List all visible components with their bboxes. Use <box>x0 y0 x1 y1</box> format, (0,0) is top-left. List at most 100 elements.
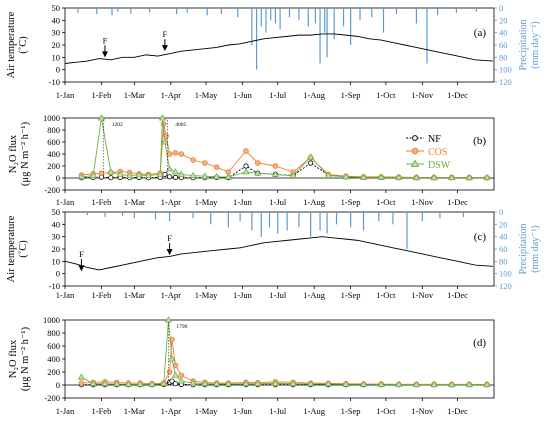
marker-DSW <box>101 379 109 387</box>
fertilization-arrow <box>78 265 85 272</box>
y2-tick-label: 60 <box>499 244 508 254</box>
x-tick-label: 1-Aug <box>303 90 325 100</box>
x-tick-label: 1-Sep <box>341 197 361 207</box>
x-tick-label: 1-Mar <box>124 197 145 207</box>
marker-COS <box>178 151 185 157</box>
marker-DSW <box>242 168 250 175</box>
y2-tick-label: 40 <box>499 232 508 242</box>
y-tick-label: 30 <box>52 28 61 38</box>
marker-DSW <box>465 380 474 388</box>
marker-DSW <box>224 173 233 180</box>
y-tick-label: -200 <box>44 185 60 195</box>
y2-tick-label: 80 <box>499 52 508 62</box>
fertilization-label: F <box>79 249 84 259</box>
marker-DSW <box>395 173 403 180</box>
fertilization-label: F <box>167 233 172 243</box>
marker-DSW <box>306 380 315 387</box>
marker-COS <box>172 150 179 156</box>
marker-NF <box>169 378 175 384</box>
y-axis-label-line1: N₂O flux <box>8 134 19 173</box>
marker-DSW <box>289 171 297 178</box>
y2-tick-label: 20 <box>499 15 508 25</box>
marker-DSW <box>89 171 97 178</box>
y2-tick-label: 120 <box>499 77 512 87</box>
legend-label-NF: NF <box>428 134 441 145</box>
marker-DSW <box>306 153 315 160</box>
y-axis-label: N₂O flux(μg N m⁻² h⁻¹) <box>8 121 31 186</box>
x-tick-label: 1-Dec <box>447 197 468 207</box>
temperature-line <box>64 236 493 271</box>
marker-DSW <box>107 168 115 175</box>
x-tick-label: 1-Jan <box>56 90 75 100</box>
y-tick-label: 50 <box>52 207 61 217</box>
x-tick-label: 1-Oct <box>376 406 396 416</box>
marker-DSW <box>224 380 233 387</box>
y2-tick-label: 20 <box>499 219 508 229</box>
y-axis-label-line2: (μg N m⁻² h⁻¹) <box>20 121 31 186</box>
marker-DSW <box>412 380 421 388</box>
x-tick-label: 1-May <box>195 290 218 300</box>
marker-COS <box>213 164 220 171</box>
x-tick-label: 1-Jun <box>233 406 253 416</box>
series-line-COS <box>81 123 487 179</box>
marker-DSW <box>161 138 169 145</box>
y2-tick-label: 120 <box>499 281 512 291</box>
marker-DSW <box>465 173 474 181</box>
panel-label: (c) <box>474 231 487 243</box>
marker-DSW <box>377 173 385 180</box>
y-tick-label: -200 <box>44 393 60 403</box>
y-tick-label: -10 <box>49 281 60 291</box>
y-axis-label-line2: (μg N m⁻² h⁻¹) <box>20 326 31 391</box>
y-axis-label: N₂O flux(μg N m⁻² h⁻¹) <box>8 326 31 391</box>
peak-annotation: 1202 <box>112 122 123 128</box>
y2-tick-label: 80 <box>499 256 508 266</box>
y2-axis-label-line2: (mm day⁻¹) <box>530 21 541 68</box>
legend-label-DSW: DSW <box>428 160 451 171</box>
x-tick-label: 1-May <box>195 90 218 100</box>
y-tick-label: 10 <box>52 52 61 62</box>
marker-COS <box>254 160 261 166</box>
marker-DSW <box>254 169 262 176</box>
marker-DSW <box>359 173 368 180</box>
y-tick-label: 20 <box>52 40 61 50</box>
x-tick-label: 1-Aug <box>303 406 325 416</box>
fertilization-arrow <box>161 45 168 52</box>
fertilization-label: F <box>163 29 168 39</box>
y-tick-label: 50 <box>52 3 61 13</box>
y2-tick-label: 100 <box>499 65 512 75</box>
x-tick-label: 1-Mar <box>124 406 145 416</box>
marker-DSW <box>430 380 438 388</box>
marker-DSW <box>271 170 280 177</box>
y-tick-label: -10 <box>49 77 60 87</box>
y-tick-label: 800 <box>47 328 60 338</box>
x-tick-label: 1-Jan <box>56 197 75 207</box>
marker-DSW <box>77 373 86 380</box>
x-tick-label: 1-Feb <box>92 290 112 300</box>
panel-d: -200 0 200 400 600 800 1000 1-Jan 1-Feb 1-Mar 1-Ap… <box>8 315 495 416</box>
y-tick-label: 30 <box>52 232 61 242</box>
y-axis-label-line2: (˚C) <box>18 36 29 54</box>
marker-COS <box>202 160 208 166</box>
x-tick-label: 1-Oct <box>376 197 396 207</box>
y-tick-label: 400 <box>47 354 60 364</box>
y-axis-label: Air temperature(˚C) <box>6 215 29 282</box>
marker-DSW <box>483 380 491 388</box>
legend-marker-NF <box>412 135 418 141</box>
y-tick-label: 10 <box>52 256 61 266</box>
marker-DSW <box>124 380 133 387</box>
marker-DSW <box>342 380 350 387</box>
x-tick-label: 1-May <box>195 406 218 416</box>
x-tick-label: 1-Dec <box>447 406 468 416</box>
x-tick-label: 1-Jul <box>269 290 287 300</box>
marker-DSW <box>324 380 332 387</box>
marker-DSW <box>447 380 456 388</box>
marker-COS <box>190 157 196 163</box>
x-tick-label: 1-Feb <box>92 406 112 416</box>
y2-tick-label: 60 <box>499 40 508 50</box>
y2-axis-label-line2: (mm day⁻¹) <box>530 225 541 272</box>
marker-DSW <box>89 379 97 387</box>
marker-DSW <box>189 171 197 178</box>
legend-marker-COS <box>411 147 419 155</box>
marker-DSW <box>171 371 180 378</box>
